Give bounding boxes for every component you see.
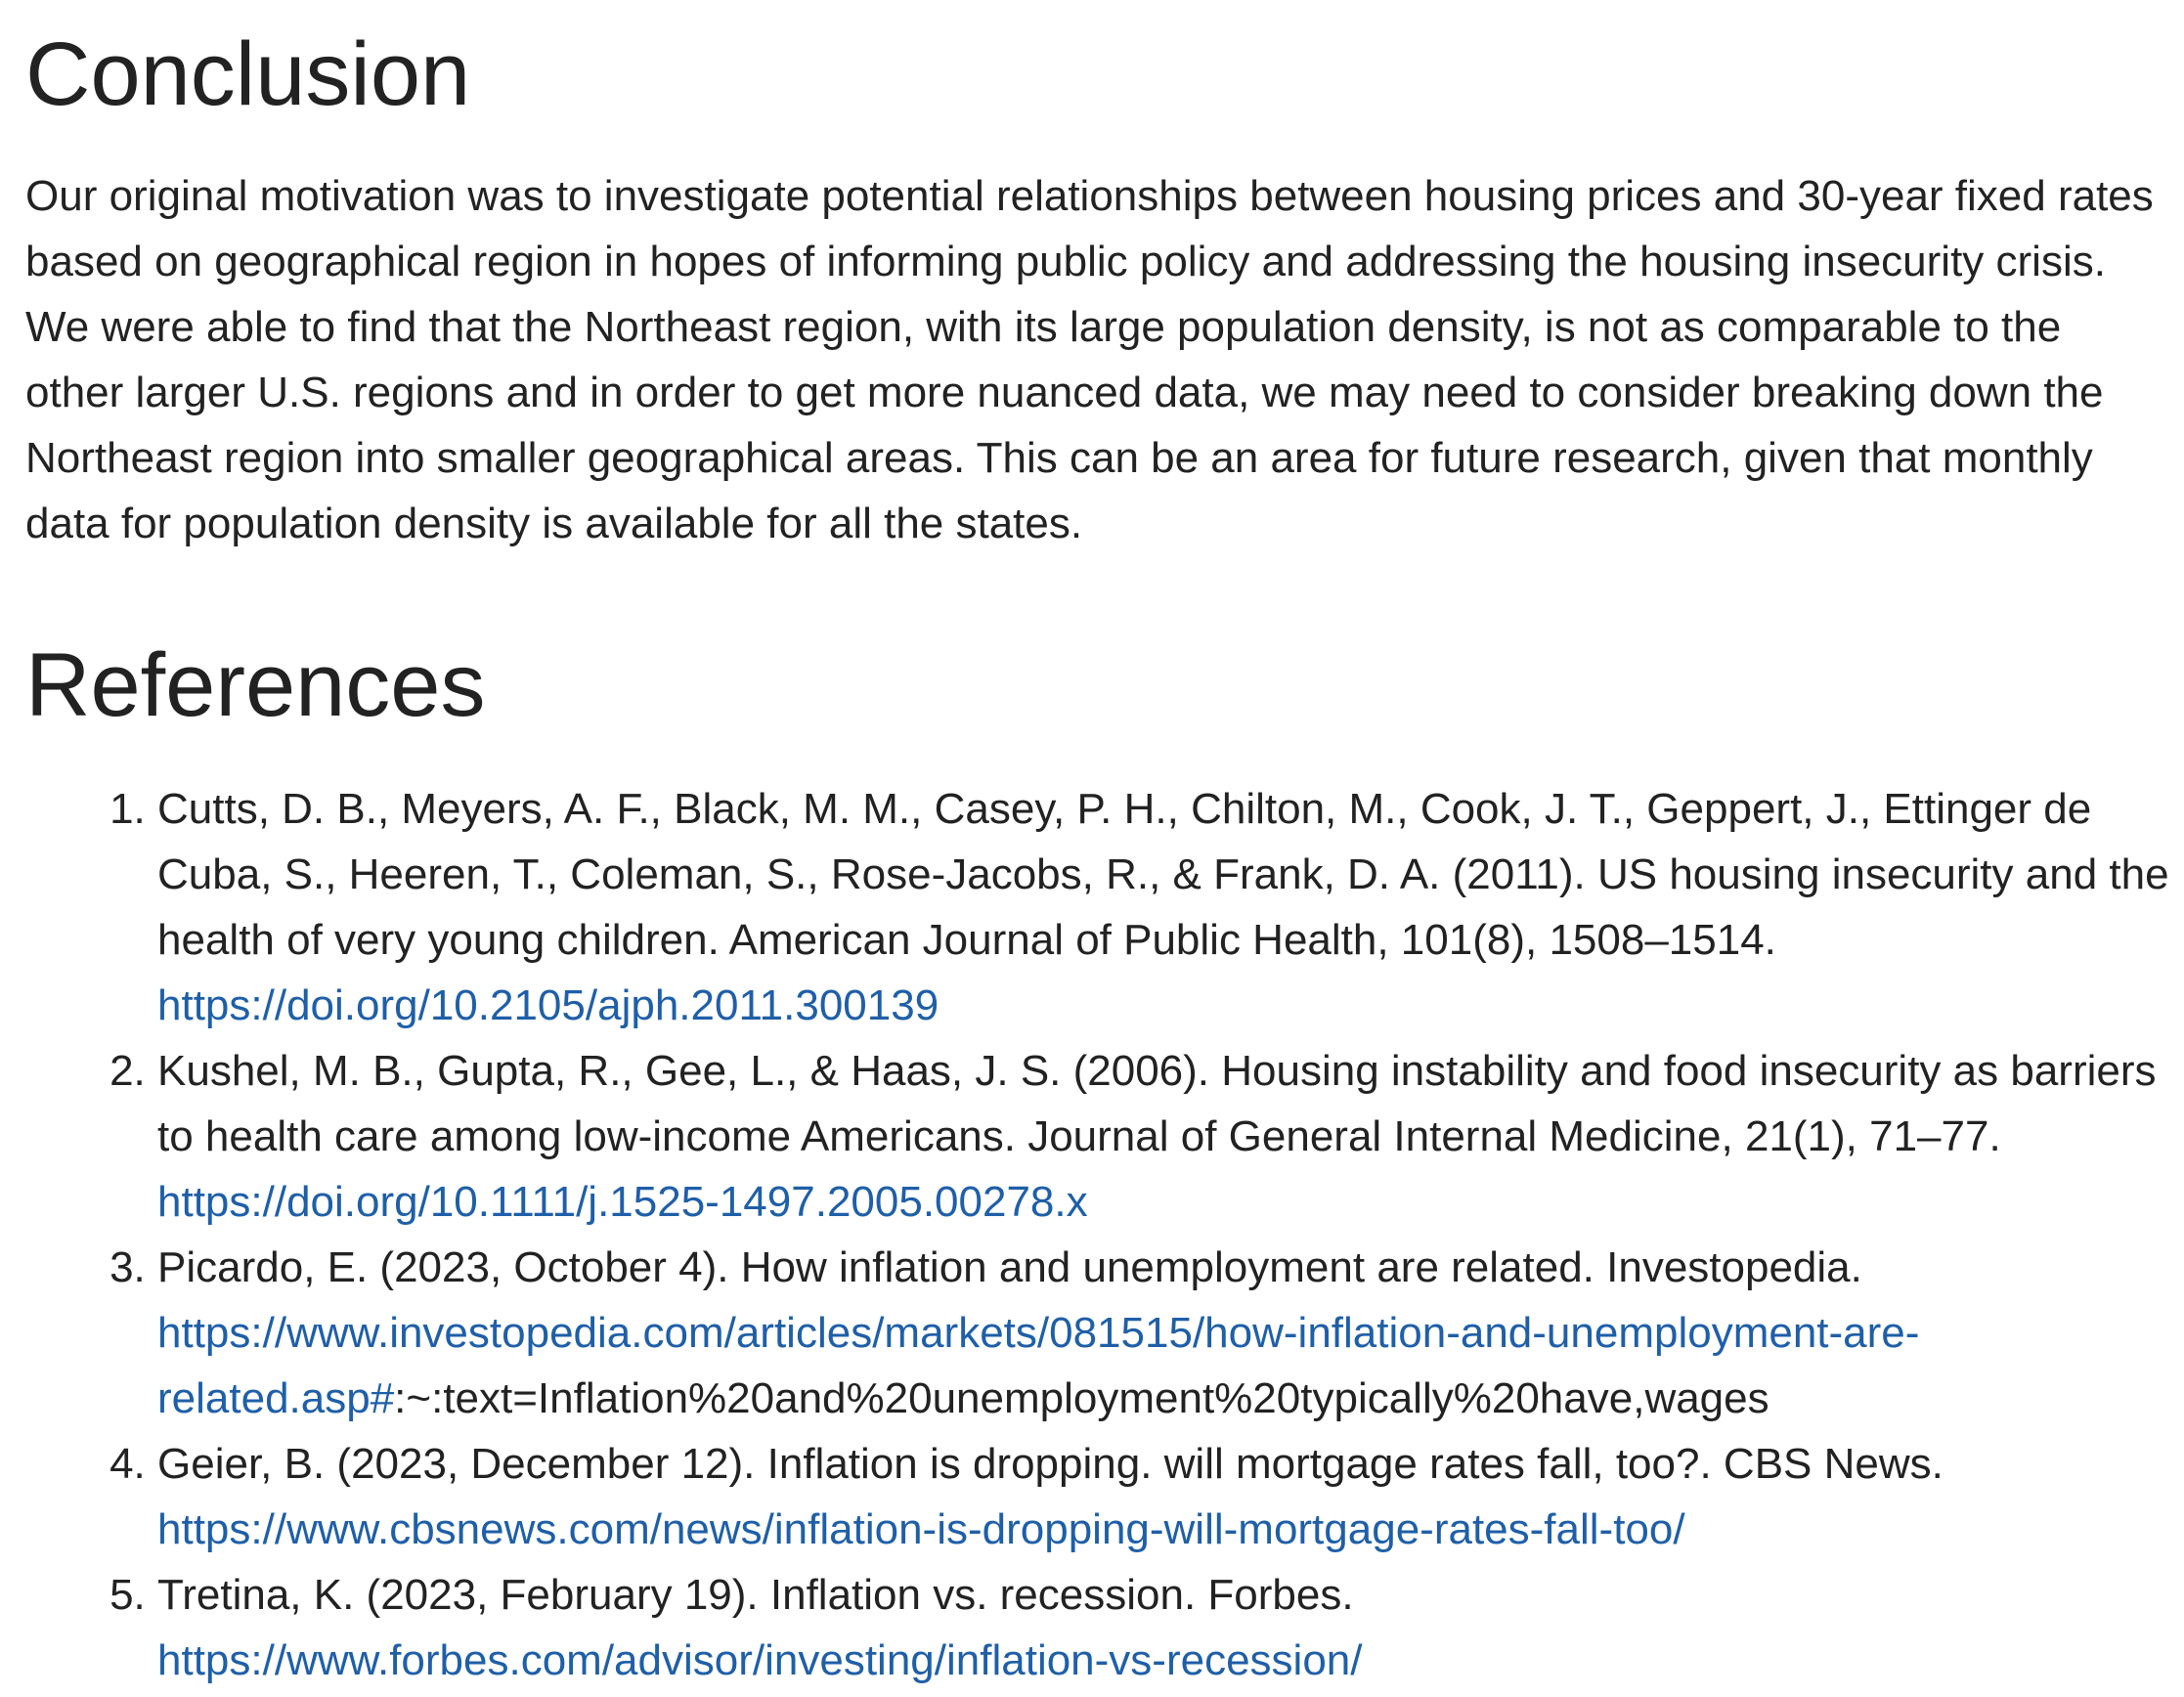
reference-text: Kushel, M. B., Gupta, R., Gee, L., & Haa… [157, 1047, 2157, 1161]
references-list: Cutts, D. B., Meyers, A. F., Black, M. M… [25, 776, 2181, 1693]
reference-item-5: Tretina, K. (2023, February 19). Inflati… [157, 1562, 2181, 1693]
conclusion-paragraph: Our original motivation was to investiga… [25, 172, 2154, 548]
conclusion-heading: Conclusion [25, 24, 471, 124]
reference-item-4: Geier, B. (2023, December 12). Inflation… [157, 1431, 2181, 1562]
reference-link[interactable]: https://www.cbsnews.com/news/inflation-i… [157, 1505, 1685, 1554]
reference-text: Picardo, E. (2023, October 4). How infla… [157, 1243, 1862, 1292]
reference-link[interactable]: https://www.forbes.com/advisor/investing… [157, 1636, 1363, 1685]
reference-text: Tretina, K. (2023, February 19). Inflati… [157, 1571, 1354, 1620]
reference-link[interactable]: https://www.investopedia.com/articles/ma… [157, 1309, 1920, 1423]
reference-text: Geier, B. (2023, December 12). Inflation… [157, 1440, 1944, 1489]
reference-item-3: Picardo, E. (2023, October 4). How infla… [157, 1235, 2181, 1431]
reference-link[interactable]: https://doi.org/10.2105/ajph.2011.300139 [157, 981, 939, 1030]
reference-suffix: :~:text=Inflation%20and%20unemployment%2… [394, 1374, 1769, 1423]
reference-item-1: Cutts, D. B., Meyers, A. F., Black, M. M… [157, 776, 2181, 1038]
reference-text: Cutts, D. B., Meyers, A. F., Black, M. M… [157, 785, 2169, 965]
references-heading: References [25, 635, 486, 736]
reference-item-2: Kushel, M. B., Gupta, R., Gee, L., & Haa… [157, 1038, 2181, 1235]
reference-link[interactable]: https://doi.org/10.1111/j.1525-1497.2005… [157, 1178, 1088, 1227]
